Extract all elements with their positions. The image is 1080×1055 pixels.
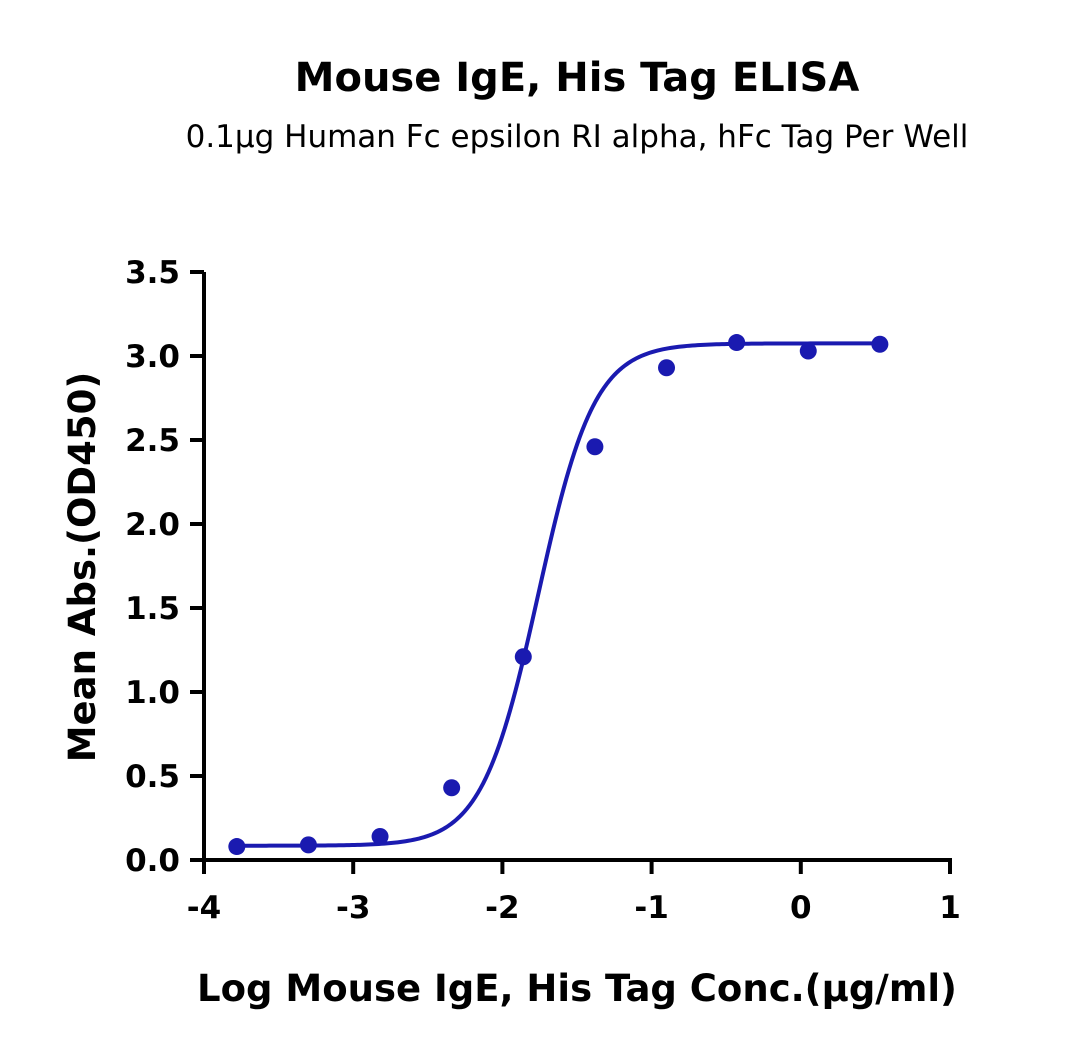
y-tick-label: 0.0: [125, 843, 180, 879]
y-tick-label: 3.5: [125, 255, 180, 291]
y-tick-label: 3.0: [125, 339, 180, 375]
x-axis-ticks: -4 -3 -2 -1 0 1: [187, 860, 961, 926]
data-point: [799, 342, 817, 360]
y-tick-label: 0.5: [125, 759, 180, 795]
data-point: [371, 827, 389, 845]
y-tick-label: 2.5: [125, 423, 180, 459]
x-tick-label: -2: [485, 890, 519, 926]
data-point: [871, 335, 889, 353]
y-axis-ticks: 0.0 0.5 1.0 1.5 2.0 2.5 3.0 3.5: [125, 255, 204, 879]
data-point: [658, 359, 676, 377]
data-point: [299, 836, 317, 854]
y-tick-label: 1.5: [125, 591, 180, 627]
data-points: [228, 334, 889, 856]
x-tick-label: -1: [634, 890, 668, 926]
data-point: [228, 838, 246, 856]
x-tick-label: -4: [187, 890, 221, 926]
chart-title: Mouse IgE, His Tag ELISA: [295, 55, 860, 101]
data-point: [514, 648, 532, 666]
data-point: [443, 779, 461, 797]
x-axis-label: Log Mouse IgE, His Tag Conc.(μg/ml): [197, 967, 957, 1010]
axes: [202, 272, 952, 862]
x-tick-label: 0: [790, 890, 812, 926]
fit-curve: [236, 341, 880, 848]
y-tick-label: 2.0: [125, 507, 180, 543]
chart-subtitle: 0.1μg Human Fc epsilon RI alpha, hFc Tag…: [186, 119, 969, 155]
y-tick-label: 1.0: [125, 675, 180, 711]
data-point: [728, 334, 746, 352]
y-axis-label: Mean Abs.(OD450): [61, 372, 104, 763]
x-tick-label: 1: [939, 890, 961, 926]
x-tick-label: -3: [336, 890, 370, 926]
data-point: [586, 438, 604, 456]
